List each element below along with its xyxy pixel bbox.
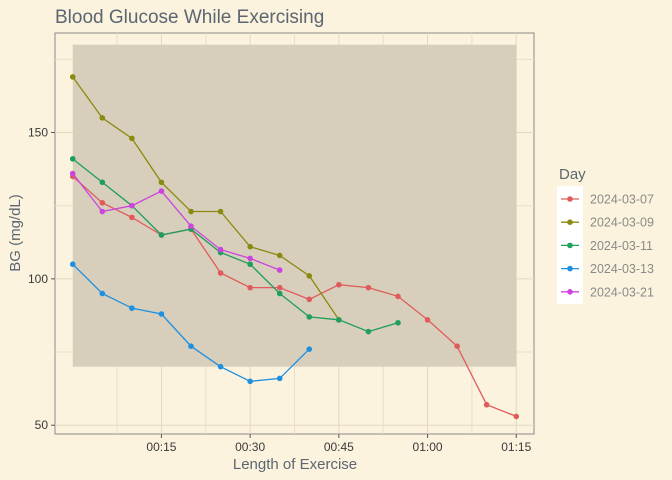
legend-label: 2024-03-21 (590, 285, 654, 299)
data-point (247, 284, 253, 291)
x-axis-title: Length of Exercise (233, 456, 357, 473)
x-tick-label: 01:15 (501, 440, 531, 454)
data-point (99, 199, 106, 206)
data-point (247, 255, 253, 262)
legend-key-point (567, 242, 573, 249)
data-point (99, 179, 106, 186)
data-point (158, 311, 165, 317)
data-point (158, 232, 165, 238)
data-point (424, 317, 431, 323)
data-point (306, 296, 313, 303)
data-point (69, 156, 76, 162)
data-point (69, 261, 76, 268)
data-point (129, 135, 135, 142)
legend-item: 2024-03-11 (561, 239, 653, 253)
data-point (483, 401, 490, 408)
legend-key-point (567, 289, 573, 295)
data-point (158, 179, 165, 186)
data-point (188, 223, 194, 229)
data-point (158, 188, 165, 194)
y-tick-label: 150 (28, 126, 48, 140)
data-point (99, 115, 106, 121)
series-line (72, 175, 517, 418)
legend-item: 2024-03-07 (561, 193, 654, 207)
data-point (276, 290, 283, 297)
legend-label: 2024-03-13 (590, 262, 654, 276)
series-line (72, 76, 340, 321)
data-point (129, 202, 135, 209)
legend-key-point (567, 196, 573, 202)
data-point (336, 281, 342, 288)
target-range-band (72, 44, 517, 367)
data-point (306, 314, 313, 320)
data-point (276, 252, 283, 259)
data-point (99, 290, 106, 297)
chart-title: Blood Glucose While Exercising (55, 7, 324, 28)
data-point (247, 261, 253, 268)
legend-key-point (567, 219, 573, 225)
data-point (188, 208, 194, 215)
data-point (99, 208, 106, 215)
data-point (129, 305, 135, 311)
data-point (276, 267, 283, 273)
y-tick-label: 50 (35, 418, 49, 432)
legend-label: 2024-03-09 (590, 216, 654, 230)
series-2024-03-21 (69, 170, 283, 273)
data-point (69, 74, 76, 80)
data-point (306, 273, 313, 279)
x-tick-label: 00:45 (324, 440, 354, 454)
series-line (72, 158, 399, 333)
series-2024-03-13 (69, 261, 313, 385)
data-point (69, 170, 76, 177)
legend-item: 2024-03-21 (561, 285, 654, 299)
legend-label: 2024-03-07 (590, 193, 654, 207)
data-point (454, 343, 460, 349)
legend-label: 2024-03-11 (590, 239, 653, 253)
y-axis-title: BG (mg/dL) (7, 194, 24, 272)
x-tick-label: 00:30 (235, 440, 265, 454)
data-point (217, 246, 224, 253)
x-tick-label: 01:00 (413, 440, 443, 454)
data-point (188, 343, 194, 349)
data-point (395, 319, 401, 326)
x-axis: 00:15 00:30 00:45 01:00 01:15 (146, 434, 532, 454)
data-point (306, 346, 313, 352)
data-point (129, 214, 135, 221)
legend-title: Day (559, 166, 586, 183)
legend-item: 2024-03-13 (561, 262, 654, 276)
y-axis: 50 100 150 (28, 126, 55, 432)
data-point (336, 317, 342, 323)
series-2024-03-07 (69, 173, 520, 420)
series-layer (69, 74, 520, 420)
data-point (276, 284, 283, 291)
data-point (276, 375, 283, 382)
data-point (217, 208, 224, 215)
data-point (513, 413, 520, 420)
series-line (72, 173, 280, 271)
data-point (217, 270, 224, 276)
legend: Day 2024-03-07 2024-03-09 2024-03-11 2024-0… (557, 166, 654, 304)
x-tick-label: 00:15 (146, 440, 176, 454)
data-point (247, 378, 253, 385)
y-tick-label: 100 (28, 272, 48, 286)
data-point (247, 243, 253, 250)
data-point (365, 284, 372, 291)
data-point (217, 363, 224, 370)
data-point (395, 293, 401, 300)
legend-item: 2024-03-09 (561, 216, 654, 230)
data-point (365, 328, 372, 335)
legend-key-point (567, 265, 573, 272)
